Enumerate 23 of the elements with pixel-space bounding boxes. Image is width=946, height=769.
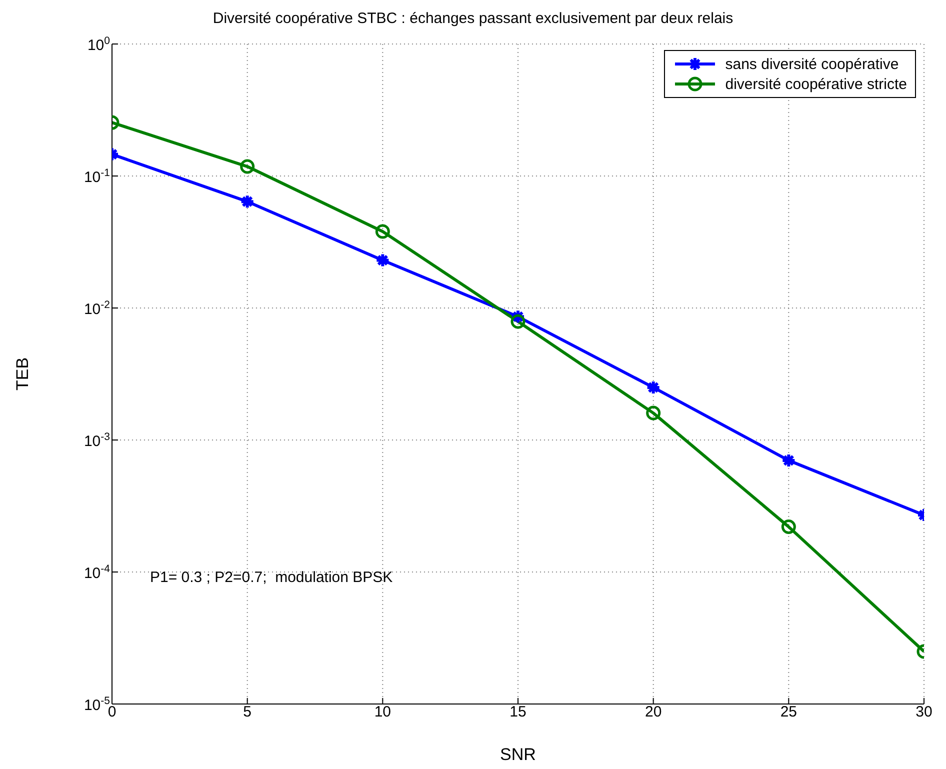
y-axis-title: TEB <box>13 357 32 391</box>
point <box>510 314 526 329</box>
x-tick-label: 5 <box>243 704 252 721</box>
legend-label: diversité coopérative stricte <box>725 76 907 92</box>
x-tick-label: 20 <box>644 704 662 721</box>
x-tick-label: 0 <box>108 704 116 721</box>
y-tick-label: 10$^{-1}$ <box>84 167 110 186</box>
x-tick-label: 15 <box>510 704 526 721</box>
x-tick-label: 30 <box>916 704 932 721</box>
x-tick-label: 10 <box>374 704 392 721</box>
point <box>646 380 661 395</box>
x-tick-label: 25 <box>780 704 798 721</box>
point <box>375 252 390 268</box>
point <box>375 224 390 239</box>
annotation: P1= 0.3 ; P2=0.7; modulation BPSK <box>150 569 393 586</box>
chart-title: Diversité coopérative STBC : échanges passant exclusivement par deux relais <box>212 10 734 27</box>
y-tick-label: 10$^{-4}$ <box>84 563 110 582</box>
legend-label: sans diversité coopérative <box>725 56 899 72</box>
y-tick-label: 10$^{-2}$ <box>84 299 110 318</box>
y-tick-label: 10$^{-3}$ <box>84 431 110 450</box>
x-axis-title: SNR <box>500 745 536 764</box>
point <box>646 406 661 420</box>
y-tick-label: 10$^{0}$ <box>87 35 110 54</box>
